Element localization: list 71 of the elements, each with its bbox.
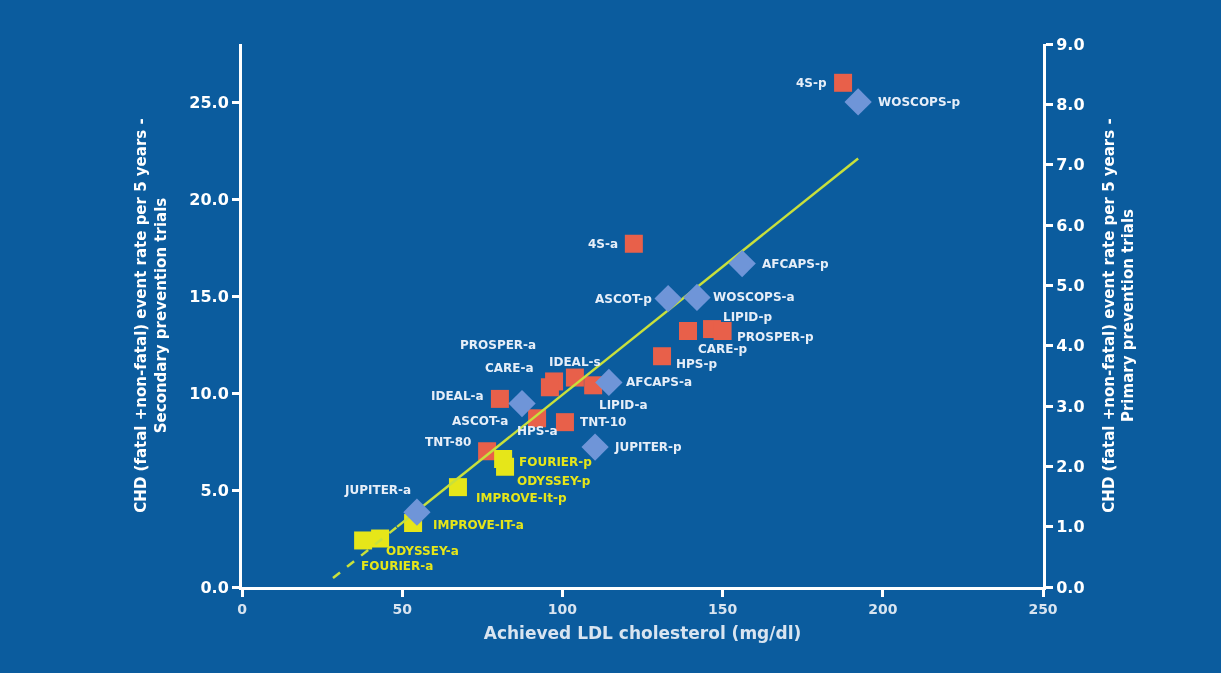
point <box>654 284 682 313</box>
y-tick-label: 20.0 <box>189 189 229 209</box>
series-label: IMPROVE-It-p <box>476 491 567 505</box>
point <box>834 73 853 92</box>
point <box>403 498 431 526</box>
series-label: PROSPER-a <box>460 338 537 352</box>
series-label: TNT-80 <box>425 435 472 449</box>
x-tick-label: 250 <box>1028 600 1058 617</box>
x-axis-title: Achieved LDL cholesterol (mg/dl) <box>483 623 802 644</box>
y-tick-label: 0.0 <box>200 577 229 597</box>
point <box>490 389 509 408</box>
y2-tick-label: 2.0 <box>1056 456 1085 476</box>
point <box>540 378 559 397</box>
y2-tick-label: 6.0 <box>1056 215 1085 235</box>
y2-tick-label: 5.0 <box>1056 275 1085 295</box>
series-label: AFCAPS-a <box>626 375 693 389</box>
point <box>624 234 643 253</box>
x-tick-label: 100 <box>547 600 578 617</box>
point <box>728 249 756 278</box>
series-label: JUPITER-a <box>344 483 412 497</box>
series-label: AFCAPS-p <box>762 257 829 271</box>
point <box>555 413 574 432</box>
y2-axis-title: CHD (fatal +non-fatal) event rate per 5 years - Primary prevention trials <box>1099 118 1138 513</box>
x-tick-label: 0 <box>237 600 248 617</box>
series-label: HPS-p <box>676 357 718 371</box>
point <box>448 478 467 497</box>
series-label: ODYSSEY-p <box>517 474 591 488</box>
y2-tick-label: 8.0 <box>1056 94 1085 114</box>
y2-tick-label: 9.0 <box>1056 34 1085 54</box>
y-axis-title: CHD (fatal +non-fatal) event rate per 5 years - Secondary prevention trials <box>132 118 170 513</box>
point <box>653 347 672 366</box>
point <box>679 322 697 341</box>
series-label: WOSCOPS-p <box>878 95 961 109</box>
series-label: WOSCOPS-a <box>713 290 795 304</box>
series-label: ASCOT-p <box>595 292 653 306</box>
series-label: CARE-a <box>485 361 534 375</box>
point <box>595 368 623 397</box>
point <box>508 389 536 418</box>
point <box>683 283 711 312</box>
point <box>354 531 373 550</box>
point <box>496 457 515 476</box>
series-label: FOURIER-a <box>361 559 434 573</box>
x-tick-label: 200 <box>868 600 898 617</box>
y2-tick-label: 0.0 <box>1056 577 1085 597</box>
series-label: HPS-a <box>517 424 558 438</box>
point <box>844 88 872 116</box>
series-label: FOURIER-p <box>519 455 593 469</box>
y-tick-label: 25.0 <box>189 92 229 112</box>
series-label: JUPITER-p <box>614 440 683 454</box>
series-label: 4S-p <box>796 76 827 90</box>
series-label: ODYSSEY-a <box>386 544 459 558</box>
series-label: IDEAL-a <box>431 389 484 403</box>
point <box>713 322 732 341</box>
y2-tick-label: 7.0 <box>1056 155 1085 175</box>
series-label: IMPROVE-IT-a <box>433 518 524 532</box>
y-tick-label: 5.0 <box>200 480 229 500</box>
series-label: ASCOT-a <box>452 414 509 428</box>
series-label: LIPID-p <box>723 310 773 324</box>
series-label: IDEAL-s <box>549 355 601 369</box>
series-label: PROSPER-p <box>737 330 815 344</box>
series-label: CARE-p <box>698 342 748 356</box>
series-label: TNT-10 <box>580 415 627 429</box>
series-label: 4S-a <box>588 237 619 251</box>
x-tick-label: 50 <box>392 600 413 617</box>
y2-tick-label: 3.0 <box>1056 396 1085 416</box>
y2-tick-label: 1.0 <box>1056 517 1085 537</box>
y-tick-label: 10.0 <box>189 383 229 403</box>
y2-tick-label: 4.0 <box>1056 336 1085 356</box>
series-label: LIPID-a <box>599 398 648 412</box>
x-tick-label: 150 <box>707 600 738 617</box>
y-tick-label: 15.0 <box>189 286 229 306</box>
